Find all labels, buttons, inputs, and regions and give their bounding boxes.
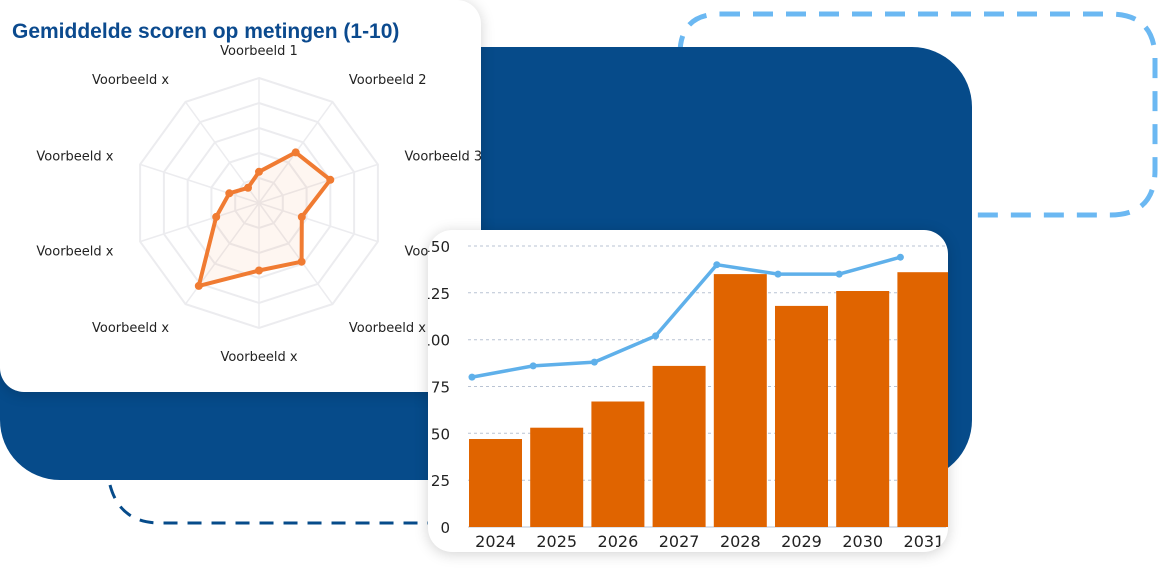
radar-point [326, 175, 335, 184]
radar-spoke [258, 202, 334, 305]
radar-point [297, 212, 306, 221]
bar [469, 439, 522, 527]
line-point [835, 270, 843, 278]
line-point [529, 362, 537, 370]
radar-axis-label: Voorbeeld x [220, 350, 297, 365]
bar [897, 272, 948, 527]
y-tick-label: 100 [428, 332, 450, 350]
radar-axis-label: Voorbeeld x [36, 150, 113, 165]
radar-point [255, 266, 263, 275]
radar-point [212, 212, 221, 221]
radar-axis-label: Voorbeeld 1 [220, 44, 298, 59]
radar-axis-label: Voorbeeld x [36, 244, 113, 259]
x-tick-label: 2025 [536, 532, 577, 551]
radar-point [225, 189, 234, 198]
radar-axis-label: Voorbeeld x [92, 321, 169, 336]
bar [713, 274, 767, 527]
radar-point [194, 281, 203, 290]
x-tick-label: 2028 [720, 532, 761, 551]
radar-axis-label: Voorbeeld 2 [349, 73, 427, 88]
radar-axis-label: Voorbeeld x [349, 321, 426, 336]
bar [775, 305, 828, 527]
bar [836, 291, 890, 527]
chart-title: Gemiddelde scoren op metingen (1-10) [12, 20, 400, 43]
radar-point [244, 183, 252, 192]
y-tick-label: 125 [428, 285, 450, 303]
y-tick-label: 0 [440, 519, 450, 537]
line-point [713, 261, 721, 269]
radar-point [297, 257, 306, 266]
x-tick-label: 2031 [904, 532, 945, 551]
y-tick-label: 25 [431, 472, 450, 490]
dashed-outline-bottom-left [108, 484, 430, 525]
line-series [471, 255, 901, 379]
radar-spoke [139, 163, 260, 204]
radar-chart-card: Gemiddelde scoren op metingen (1-10) Voo… [0, 0, 481, 392]
y-tick-label: 50 [431, 425, 450, 443]
radar-spoke [258, 163, 379, 204]
y-tick-label: 150 [428, 238, 450, 256]
x-tick-label: 2029 [781, 532, 822, 551]
line-point [896, 253, 904, 261]
x-tick-label: 2027 [659, 532, 700, 551]
x-tick-label: 2024 [475, 532, 516, 551]
radar-spoke [139, 202, 260, 243]
radar-chart: Voorbeeld 1 Voorbeeld 2 Voorbeeld 3 Voorbee… [36, 44, 482, 365]
bar [652, 365, 706, 527]
line-point [590, 358, 598, 366]
bar-line-chart: 0 25 50 75 100 125 150 2024 2025 2026 2027 2028 2029… [428, 238, 948, 551]
radar-point [291, 148, 300, 157]
bar [530, 427, 584, 527]
radar-spoke [258, 202, 379, 243]
bar [591, 401, 645, 527]
radar-axis-label: Voorbeeld 3 [405, 150, 482, 165]
bar-chart-card: 0 25 50 75 100 125 150 2024 2025 2026 2027 2028 2029… [428, 230, 948, 552]
line-point [774, 270, 782, 278]
dashed-outline-top-right [677, 11, 1158, 218]
line-point [468, 373, 476, 381]
line-point [652, 332, 660, 340]
radar-point [255, 167, 263, 176]
radar-axis-label: Voorbeeld x [92, 73, 169, 88]
x-tick-label: 2026 [598, 532, 639, 551]
x-tick-label: 2030 [842, 532, 883, 551]
y-tick-label: 75 [431, 379, 450, 397]
